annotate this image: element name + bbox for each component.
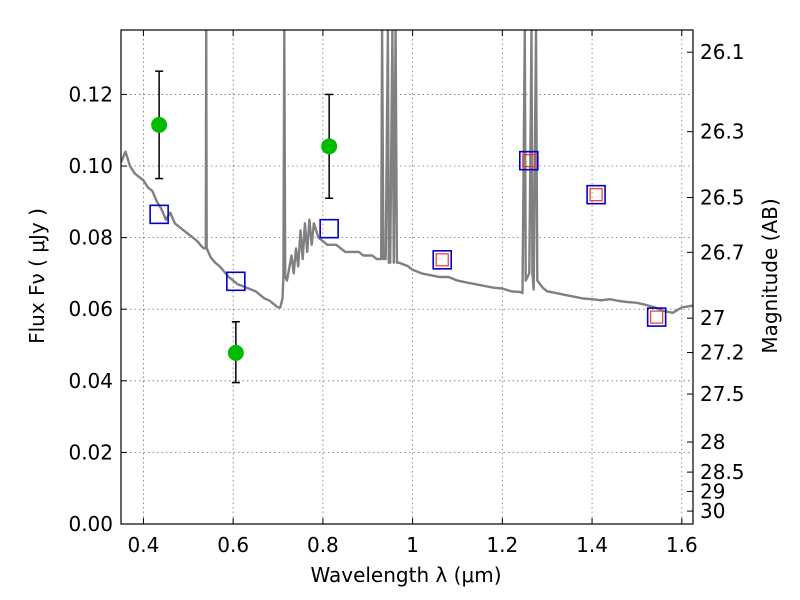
y-axis-right-label: Magnitude (AB)	[758, 198, 782, 353]
x-tick-label: 0.6	[217, 533, 249, 557]
model-photometry-square	[319, 218, 339, 239]
x-tick-label: 1.2	[486, 533, 518, 557]
observed-point	[151, 116, 168, 133]
spectrum-layer	[121, 30, 693, 314]
magnitude-tick-label: 26.5	[700, 186, 745, 210]
y-tick-label: 0.00	[68, 512, 113, 536]
y-tick-label: 0.10	[68, 154, 113, 178]
model-photometry-square	[226, 271, 246, 292]
y-tick-label: 0.06	[68, 297, 113, 321]
magnitude-tick-label: 27	[700, 306, 725, 330]
x-tick-label: 1.6	[666, 533, 698, 557]
magnitude-tick-label: 26.1	[700, 40, 745, 64]
model-photometry-inner-square	[435, 253, 449, 267]
model-photometry-inner-square	[650, 310, 664, 324]
magnitude-tick-label: 27.5	[700, 382, 745, 406]
magnitude-tick-label: 26.7	[700, 240, 745, 264]
x-tick-label: 1.4	[576, 533, 608, 557]
tick-labels: 0.4 0.6 0.8 1 1.2 1.4 1.6 0.00 0.02 0.04 0.06 0.08 0…	[68, 40, 744, 557]
model-photometry-square	[432, 250, 453, 270]
magnitude-tick-label: 27.2	[700, 341, 745, 365]
observed-point	[321, 138, 338, 155]
model-spectrum-line	[121, 30, 693, 314]
x-axis-label: Wavelength λ (μm)	[310, 563, 501, 587]
magnitude-tick-label: 28	[700, 430, 725, 454]
model-photometry-square	[646, 307, 667, 327]
magnitude-tick-label: 28.5	[700, 460, 745, 484]
model-photometry-inner-square	[589, 188, 603, 202]
x-tick-label: 1	[406, 533, 419, 557]
model-photometry-square	[519, 150, 539, 171]
points-layer	[149, 70, 667, 384]
model-photometry-square	[149, 204, 169, 225]
y-tick-label: 0.04	[68, 369, 113, 393]
y-axis-label: Flux Fν ( μJy )	[25, 208, 49, 344]
observed-point	[227, 344, 244, 361]
y-tick-label: 0.12	[68, 82, 113, 106]
model-photometry-square	[586, 184, 606, 205]
ticks-layer	[121, 30, 693, 525]
magnitude-tick-label: 30	[700, 499, 725, 523]
plot-frame	[120, 29, 694, 525]
magnitude-tick-label: 26.3	[700, 120, 745, 144]
y-tick-label: 0.08	[68, 226, 113, 250]
y-tick-label: 0.02	[68, 440, 113, 464]
magnitude-tick-label: 29	[700, 479, 725, 503]
model-photometry-inner-square	[522, 154, 536, 168]
x-tick-label: 0.8	[307, 533, 339, 557]
x-tick-label: 0.4	[128, 533, 160, 557]
